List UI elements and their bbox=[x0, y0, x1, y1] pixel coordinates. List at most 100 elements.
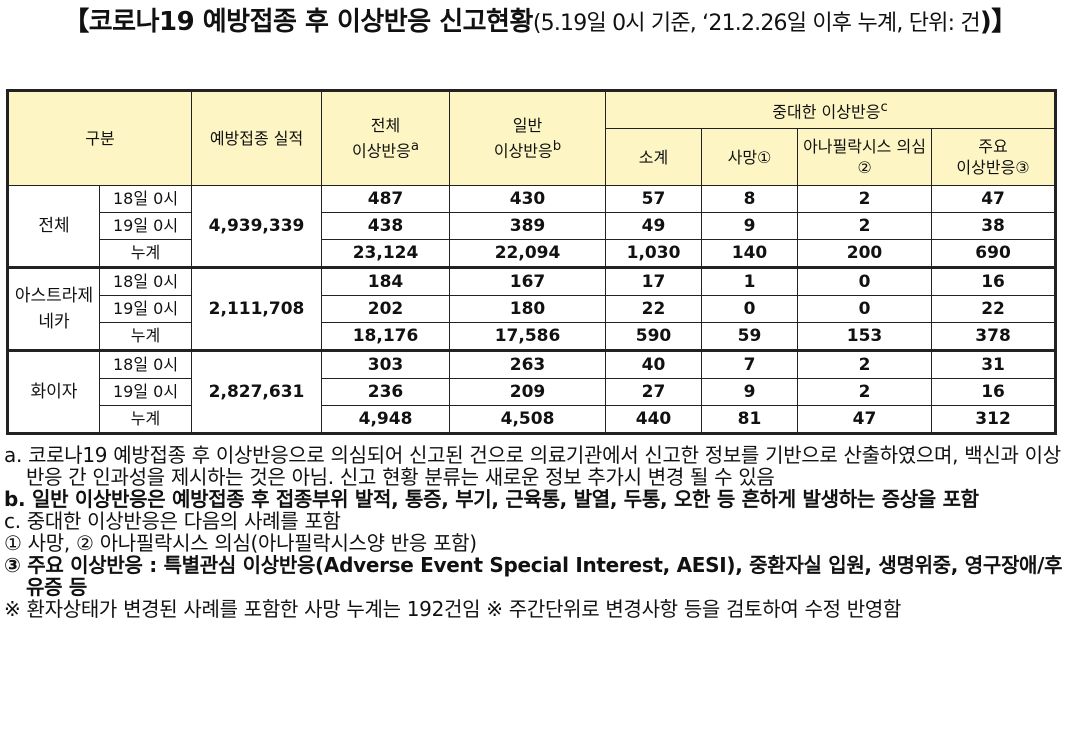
group-name: 전체 bbox=[7, 185, 100, 268]
cell-death: 1 bbox=[701, 266, 799, 296]
note-ref: ※ 환자상태가 변경된 사례를 포함한 사망 누계는 192건임 ※ 주간단위로… bbox=[4, 597, 902, 621]
cell-general: 389 bbox=[449, 212, 607, 240]
cell-general: 263 bbox=[449, 349, 607, 379]
cell-subtotal: 1,030 bbox=[605, 239, 703, 268]
cell-subtotal: 590 bbox=[605, 322, 703, 351]
cell-total: 184 bbox=[321, 266, 451, 296]
cell-subtotal: 40 bbox=[605, 349, 703, 379]
row-time: 누계 bbox=[98, 322, 193, 351]
cell-general: 430 bbox=[449, 185, 607, 213]
cell-anaphylaxis: 0 bbox=[797, 295, 933, 323]
header-subtotal: 소계 bbox=[605, 128, 703, 186]
cell-subtotal: 22 bbox=[605, 295, 703, 323]
note-c1: ① 사망, ② 아나필락시스 의심(아나필락시스양 반응 포함) bbox=[4, 531, 477, 555]
header-serious-label: 중대한 이상반응 bbox=[772, 102, 881, 122]
cell-death: 9 bbox=[701, 212, 799, 240]
header-total-line1: 전체 bbox=[370, 116, 401, 136]
header-major-line1: 주요 bbox=[978, 137, 1008, 156]
title-end: )】 bbox=[979, 7, 1017, 37]
header-total: 전체 이상반응a bbox=[321, 90, 451, 186]
table-row: 화이자 18일 0시 2,827,631 303 263 40 7 2 31 bbox=[7, 349, 1057, 434]
page-title: 【코로나19 예방접종 후 이상반응 신고현황(5.19일 0시 기준, ‘21… bbox=[0, 0, 1080, 47]
vaccinated-count: 2,827,631 bbox=[191, 349, 323, 434]
group-name: 아스트라제네카 bbox=[7, 266, 100, 351]
adverse-reaction-table: 구분 예방접종 실적 전체 이상반응a 일반 이상반응b 중대한 이상반응c 소… bbox=[6, 89, 1058, 435]
row-time: 누계 bbox=[98, 405, 193, 434]
header-major-line2: 이상반응③ bbox=[956, 158, 1030, 177]
cell-death: 9 bbox=[701, 378, 799, 406]
table-row: 누계 23,124 22,094 1,030 140 200 690 bbox=[8, 239, 1057, 268]
header-general: 일반 이상반응b bbox=[449, 90, 607, 186]
row-time: 18일 0시 bbox=[98, 349, 193, 379]
cell-total: 23,124 bbox=[321, 239, 451, 268]
note-b: b. 일반 이상반응은 예방접종 후 접종부위 발적, 통증, 부기, 근육통,… bbox=[4, 487, 979, 511]
note-a: a. 코로나19 예방접종 후 이상반응으로 의심되어 신고된 건으로 의료기관… bbox=[4, 443, 1061, 489]
note-c3: ③ 주요 이상반응 : 특별관심 이상반응(Adverse Event Spec… bbox=[4, 553, 1063, 599]
cell-anaphylaxis: 47 bbox=[797, 405, 933, 434]
footnotes: a. 코로나19 예방접종 후 이상반응으로 의심되어 신고된 건으로 의료기관… bbox=[4, 444, 1074, 620]
table-row: 전체 18일 0시 4,939,339 487 430 57 8 2 47 bbox=[7, 185, 1057, 268]
row-time: 19일 0시 bbox=[98, 295, 193, 323]
cell-subtotal: 440 bbox=[605, 405, 703, 434]
cell-anaphylaxis: 2 bbox=[797, 185, 933, 213]
cell-subtotal: 27 bbox=[605, 378, 703, 406]
cell-anaphylaxis: 153 bbox=[797, 322, 933, 351]
header-total-line2: 이상반응 bbox=[351, 141, 411, 161]
header-anaphylaxis: 아나필락시스 의심② bbox=[797, 128, 933, 186]
cell-anaphylaxis: 0 bbox=[797, 266, 933, 296]
header-death: 사망① bbox=[701, 128, 799, 186]
cell-death: 59 bbox=[701, 322, 799, 351]
header-serious: 중대한 이상반응c bbox=[605, 90, 1057, 129]
header-serious-sup: c bbox=[880, 100, 888, 116]
note-c: c. 중대한 이상반응은 다음의 사례를 포함 bbox=[4, 509, 341, 533]
vaccinated-count: 4,939,339 bbox=[191, 185, 323, 268]
cell-general: 17,586 bbox=[449, 322, 607, 351]
cell-total: 487 bbox=[321, 185, 451, 213]
cell-total: 236 bbox=[321, 378, 451, 406]
table-row: 누계 4,948 4,508 440 81 47 312 bbox=[8, 405, 1057, 434]
row-time: 18일 0시 bbox=[98, 266, 193, 296]
table-row: 19일 0시 438 389 49 9 2 38 bbox=[8, 212, 1057, 240]
row-time: 19일 0시 bbox=[98, 378, 193, 406]
row-time: 누계 bbox=[98, 239, 193, 268]
cell-death: 7 bbox=[701, 349, 799, 379]
table-row: 19일 0시 236 209 27 9 2 16 bbox=[8, 378, 1057, 406]
cell-major: 31 bbox=[931, 349, 1057, 379]
table-body: 전체 18일 0시 4,939,339 487 430 57 8 2 47 19일 0시 438 38… bbox=[7, 185, 1057, 434]
row-time: 19일 0시 bbox=[98, 212, 193, 240]
cell-anaphylaxis: 2 bbox=[797, 349, 933, 379]
cell-major: 16 bbox=[931, 266, 1057, 296]
group-name: 화이자 bbox=[7, 349, 100, 434]
table-row: 누계 18,176 17,586 590 59 153 378 bbox=[8, 322, 1057, 351]
cell-major: 690 bbox=[931, 239, 1057, 268]
cell-anaphylaxis: 200 bbox=[797, 239, 933, 268]
title-sub: (5.19일 0시 기준, ‘21.2.26일 이후 누계, 단위: 건 bbox=[532, 11, 981, 36]
cell-total: 202 bbox=[321, 295, 451, 323]
cell-death: 81 bbox=[701, 405, 799, 434]
header-vaccinated: 예방접종 실적 bbox=[191, 90, 323, 186]
cell-general: 209 bbox=[449, 378, 607, 406]
table-row: 아스트라제네카 18일 0시 2,111,708 184 167 17 1 0 16 bbox=[7, 266, 1057, 351]
header-major: 주요 이상반응③ bbox=[931, 128, 1057, 186]
cell-total: 4,948 bbox=[321, 405, 451, 434]
cell-general: 167 bbox=[449, 266, 607, 296]
cell-death: 0 bbox=[701, 295, 799, 323]
cell-major: 38 bbox=[931, 212, 1057, 240]
header-general-sup: b bbox=[552, 139, 562, 155]
cell-general: 180 bbox=[449, 295, 607, 323]
header-category: 구분 bbox=[6, 90, 193, 186]
cell-major: 378 bbox=[931, 322, 1057, 351]
cell-general: 22,094 bbox=[449, 239, 607, 268]
cell-death: 140 bbox=[701, 239, 799, 268]
cell-death: 8 bbox=[701, 185, 799, 213]
cell-subtotal: 57 bbox=[605, 185, 703, 213]
cell-general: 4,508 bbox=[449, 405, 607, 434]
cell-major: 16 bbox=[931, 378, 1057, 406]
cell-major: 22 bbox=[931, 295, 1057, 323]
cell-total: 303 bbox=[321, 349, 451, 379]
vaccinated-count: 2,111,708 bbox=[191, 266, 323, 351]
cell-major: 47 bbox=[931, 185, 1057, 213]
cell-subtotal: 49 bbox=[605, 212, 703, 240]
header-general-line1: 일반 bbox=[512, 116, 543, 136]
table-row: 19일 0시 202 180 22 0 0 22 bbox=[8, 295, 1057, 323]
